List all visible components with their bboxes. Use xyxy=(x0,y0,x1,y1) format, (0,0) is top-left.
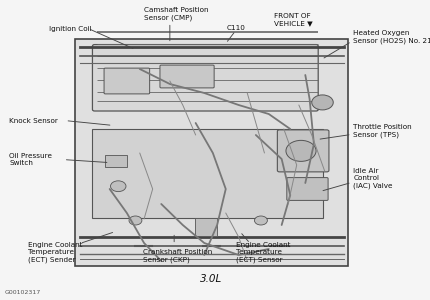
Circle shape xyxy=(286,140,316,161)
Text: Heated Oxygen
Sensor (HO2S) No. 21: Heated Oxygen Sensor (HO2S) No. 21 xyxy=(353,30,430,44)
Text: Oil Pressure
Switch: Oil Pressure Switch xyxy=(9,153,52,166)
FancyBboxPatch shape xyxy=(92,45,318,111)
Text: G00102317: G00102317 xyxy=(4,290,40,295)
Text: Idle Air
Control
(IAC) Valve: Idle Air Control (IAC) Valve xyxy=(353,168,393,189)
Text: Throttle Position
Sensor (TPS): Throttle Position Sensor (TPS) xyxy=(353,124,412,138)
FancyBboxPatch shape xyxy=(104,68,150,94)
Text: Engine Coolant
Temperature
(ECT) Sender: Engine Coolant Temperature (ECT) Sender xyxy=(28,242,83,263)
Bar xyxy=(105,155,127,167)
Text: Engine Coolant
Temperature
(ECT) Sensor: Engine Coolant Temperature (ECT) Sensor xyxy=(236,242,290,263)
Text: 3.0L: 3.0L xyxy=(200,274,222,284)
FancyBboxPatch shape xyxy=(92,129,322,218)
Text: FRONT OF
VEHICLE ▼: FRONT OF VEHICLE ▼ xyxy=(274,13,313,26)
Bar xyxy=(75,39,348,266)
FancyBboxPatch shape xyxy=(287,178,328,200)
Text: Camshaft Position
Sensor (CMP): Camshaft Position Sensor (CMP) xyxy=(144,8,209,21)
Text: Ignition Coil: Ignition Coil xyxy=(49,26,92,32)
Text: C110: C110 xyxy=(227,25,246,31)
Text: Crankshaft Position
Sensor (CKP): Crankshaft Position Sensor (CKP) xyxy=(143,249,212,262)
Circle shape xyxy=(129,216,142,225)
FancyBboxPatch shape xyxy=(160,65,214,88)
Circle shape xyxy=(312,95,333,110)
FancyBboxPatch shape xyxy=(277,130,329,172)
Circle shape xyxy=(255,216,267,225)
Circle shape xyxy=(111,181,126,192)
Text: Knock Sensor: Knock Sensor xyxy=(9,118,58,124)
Bar xyxy=(195,218,217,236)
